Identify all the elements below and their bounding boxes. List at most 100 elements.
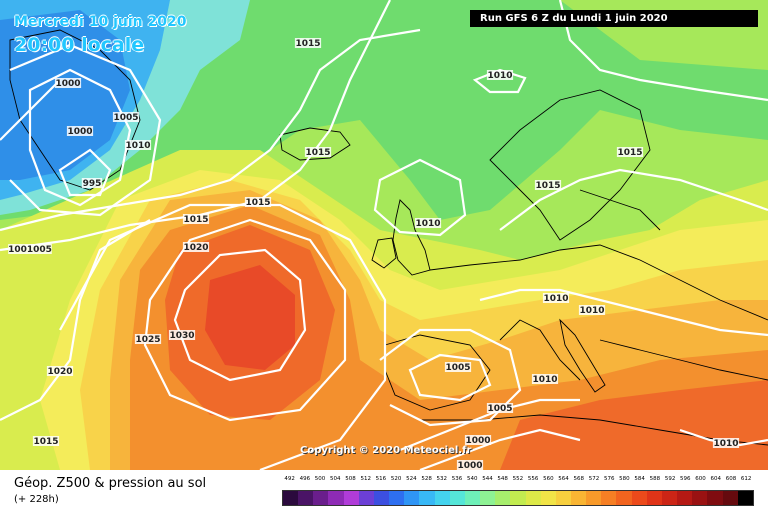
isobar-label-bg <box>46 366 74 376</box>
italy-coast <box>559 318 606 393</box>
isobar-label: 1010 <box>532 375 557 385</box>
shade-level-588 <box>205 265 295 370</box>
isobar-high-1025 <box>143 218 347 422</box>
shade-level-540 <box>0 10 130 180</box>
isobar-label-bg <box>124 140 152 150</box>
isobar-label: 1030 <box>169 331 194 341</box>
isobar-label: 1005 <box>445 363 470 373</box>
isobar-1010-iberia <box>379 328 522 427</box>
isobar-label-bg <box>534 180 562 190</box>
legend-value: 576 <box>603 476 615 482</box>
legend-value: 532 <box>436 476 448 482</box>
legend-value: 536 <box>451 476 463 482</box>
legend-value-labels: 492 496 500 504 508 512 516 520 524 528 532 536 540 5… <box>282 476 754 490</box>
isobar-greenland-1005 <box>9 43 162 217</box>
isobar-1015-scandinavia <box>558 0 768 102</box>
legend-swatch <box>358 491 374 505</box>
legend-value: 540 <box>466 476 478 482</box>
isobar-label-bg <box>294 38 322 48</box>
iceland-coast <box>279 127 351 161</box>
legend-value: 496 <box>299 476 311 482</box>
isobar-label-bg <box>444 362 472 372</box>
isobar-label-bg <box>456 460 484 470</box>
legend-swatch <box>419 491 435 505</box>
legend-swatch <box>328 491 344 505</box>
isobar-label: 1010 <box>487 71 512 81</box>
isobar-label: 1015 <box>245 198 270 208</box>
isobar-greenland-low <box>58 148 112 197</box>
isobar-1000-africa <box>419 428 581 470</box>
legend-value: 604 <box>710 476 721 482</box>
legend-value: 588 <box>649 476 661 482</box>
isobar-1000-greenland-west <box>0 79 61 141</box>
legend-value: 596 <box>680 476 691 482</box>
legend-swatch <box>434 491 450 505</box>
legend-value: 504 <box>330 476 341 482</box>
isobar-label-bg <box>134 334 162 344</box>
legend-swatch <box>616 491 632 505</box>
scandinavia-coast <box>489 89 651 241</box>
legend-value: 608 <box>725 476 737 482</box>
isobar-label-bg <box>244 197 272 207</box>
isobar-label: 1015 <box>617 148 642 158</box>
legend-value: 552 <box>512 476 524 482</box>
europe-mainland-coast <box>429 244 768 381</box>
legend-value: 568 <box>573 476 585 482</box>
legend-value: 572 <box>588 476 600 482</box>
forecast-offset: (+ 228h) <box>14 494 59 505</box>
isobar-label: 1010 <box>713 439 738 449</box>
model-run-info: Run GFS 6 Z du Lundi 1 juin 2020 <box>470 10 758 27</box>
legend-value: 500 <box>314 476 326 482</box>
valid-time: 20:00 locale <box>14 34 145 56</box>
isobar-label: 1000 <box>465 436 490 446</box>
isobar-iberia-low <box>408 353 492 402</box>
isobar-label-bg <box>712 438 740 448</box>
parameter-title: Géop. Z500 & pression au sol <box>14 476 207 491</box>
legend-swatch <box>631 491 647 505</box>
isobar-label: 1010 <box>543 294 568 304</box>
isobar-label-bg <box>168 330 196 340</box>
isobar-label: 1000 <box>55 79 80 89</box>
legend-value: 528 <box>421 476 432 482</box>
legend-value: 492 <box>284 476 295 482</box>
isobar-label-bg <box>54 78 82 88</box>
legend-swatch <box>722 491 738 505</box>
isobar-label-bg <box>464 435 492 445</box>
isobar-label: 1020 <box>47 367 72 377</box>
isobar-label: 1000 <box>67 127 92 137</box>
uk-coast <box>392 199 431 276</box>
isobar-label: 1001005 <box>8 245 52 255</box>
isobar-label-bg <box>616 147 644 157</box>
legend-value: 544 <box>482 476 493 482</box>
isobar-north-1010 <box>0 28 421 232</box>
isobar-label: 995 <box>83 179 102 189</box>
legend-swatch <box>313 491 329 505</box>
isobar-label: 1005 <box>487 404 512 414</box>
isobar-greenland-1000 <box>28 68 132 207</box>
legend-value: 556 <box>527 476 539 482</box>
legend-swatch <box>510 491 526 505</box>
legend-swatch <box>525 491 541 505</box>
legend-value: 564 <box>558 476 569 482</box>
baltic-coast <box>579 189 661 231</box>
legend-value: 512 <box>360 476 371 482</box>
legend-swatch <box>707 491 723 505</box>
legend-value: 592 <box>664 476 676 482</box>
legend-swatch <box>404 491 420 505</box>
isobar-label-bg <box>32 436 60 446</box>
legend-swatch <box>449 491 465 505</box>
legend-swatch <box>661 491 678 505</box>
legend-swatch <box>540 491 556 505</box>
legend-swatch <box>737 491 753 505</box>
isobar-label: 1015 <box>535 181 560 191</box>
isobar-label-bg <box>182 214 210 224</box>
isobar-label-bg <box>486 403 514 413</box>
isobar-label-bg <box>542 293 570 303</box>
isobar-label: 1005 <box>113 113 138 123</box>
ireland-coast <box>371 237 397 269</box>
isobar-label: 1020 <box>183 243 208 253</box>
isobar-labels: 1015 1000 1005 1000 1010 995 1010 1015 1015 1015 1… <box>8 38 740 470</box>
isobar-label-bg <box>66 126 94 136</box>
legend-swatch <box>601 491 617 505</box>
